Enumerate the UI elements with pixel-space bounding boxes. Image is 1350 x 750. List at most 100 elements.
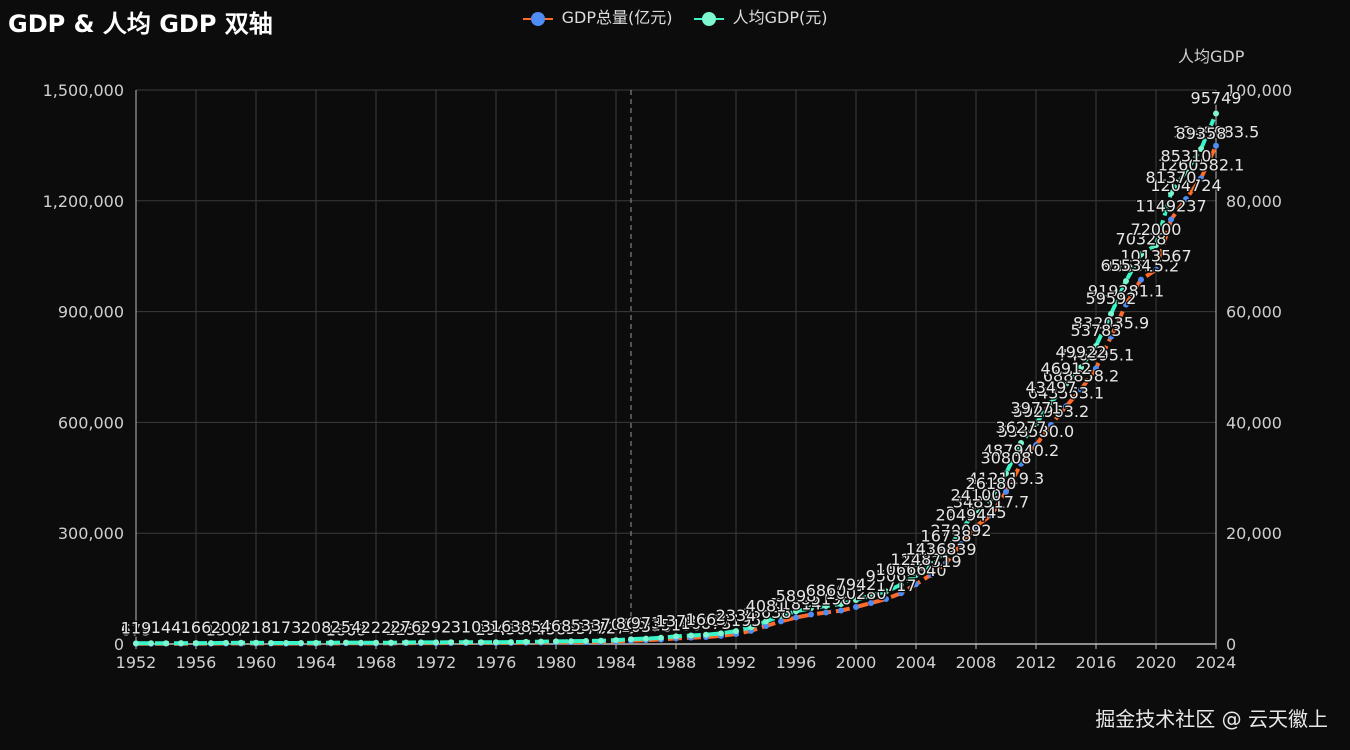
- y-left-tick-label: 1,500,000: [43, 81, 124, 100]
- data-point-per-capita: [238, 639, 244, 646]
- data-label-gdp: 27195: [711, 611, 762, 630]
- data-label-per-capita: 200: [211, 618, 242, 637]
- data-point-per-capita: [148, 640, 154, 647]
- data-label-per-capita: 166: [181, 618, 212, 637]
- legend-item-per-capita[interactable]: 人均GDP(元): [693, 4, 828, 28]
- data-label-per-capita: 702: [601, 615, 632, 634]
- data-label-gdp: 100280: [825, 584, 886, 603]
- data-point-gdp: [988, 512, 994, 519]
- data-label-gdp: 1149237: [1135, 197, 1206, 216]
- data-label-per-capita: 254: [331, 618, 362, 637]
- data-point-per-capita: [838, 600, 844, 607]
- data-label-gdp: 3679: [506, 620, 547, 639]
- data-point-per-capita: [703, 631, 709, 638]
- data-label-gdp: 5373: [566, 619, 607, 638]
- data-label-gdp: 7279: [596, 618, 637, 637]
- data-point-per-capita: [643, 635, 649, 642]
- data-point-gdp: [1048, 421, 1054, 428]
- data-point-per-capita: [388, 639, 394, 646]
- data-point-per-capita: [898, 581, 904, 588]
- data-point-per-capita: [883, 588, 889, 595]
- x-tick-label: 1980: [536, 653, 577, 672]
- data-label-gdp: 161840: [885, 561, 946, 580]
- data-label-per-capita: 59592: [1086, 289, 1137, 308]
- data-label-per-capita: 12487: [891, 550, 942, 569]
- legend-swatch-gdp: [522, 11, 553, 26]
- data-point-gdp: [778, 618, 784, 625]
- data-point-per-capita: [808, 605, 814, 612]
- x-tick-label: 2012: [1016, 653, 1057, 672]
- data-point-per-capita: [973, 507, 979, 514]
- data-label-gdp: 10376: [621, 617, 672, 636]
- data-point-gdp: [808, 611, 814, 618]
- data-point-per-capita: [733, 628, 739, 635]
- data-label-gdp: 348517.7: [953, 492, 1029, 511]
- data-point-gdp: [853, 603, 859, 610]
- data-point-per-capita: [718, 630, 724, 637]
- data-point-gdp: [868, 600, 874, 607]
- data-point-per-capita: [628, 636, 634, 643]
- data-point-per-capita: [1003, 470, 1009, 477]
- data-label-per-capita: 866: [616, 614, 647, 633]
- data-label-gdp: 2252: [386, 620, 427, 639]
- data-label-per-capita: 36277: [996, 418, 1047, 437]
- data-point-per-capita: [763, 618, 769, 625]
- data-point-per-capita: [748, 624, 754, 631]
- data-point-gdp: [943, 559, 949, 566]
- y-left-tick-label: 300,000: [58, 524, 124, 543]
- data-point-per-capita: [853, 597, 859, 604]
- data-label-per-capita: 222: [361, 618, 392, 637]
- data-label-gdp: 1260582.1: [1158, 155, 1245, 174]
- data-label-per-capita: 533: [571, 616, 602, 635]
- x-tick-label: 1964: [296, 653, 337, 672]
- data-label-per-capita: 310: [451, 617, 482, 636]
- data-point-per-capita: [1168, 190, 1174, 197]
- data-point-per-capita: [1183, 168, 1189, 175]
- data-label-per-capita: 20494: [936, 505, 987, 524]
- data-label-per-capita: 292: [421, 617, 452, 636]
- y-left-tick-label: 900,000: [58, 303, 124, 322]
- data-point-per-capita: [358, 639, 364, 646]
- data-point-per-capita: [448, 639, 454, 646]
- data-label-gdp: 832035.9: [1073, 314, 1149, 333]
- data-point-per-capita: [343, 639, 349, 646]
- data-label-per-capita: 4081: [746, 596, 787, 615]
- data-point-per-capita: [463, 639, 469, 646]
- data-label-per-capita: 119: [121, 618, 152, 637]
- data-label-per-capita: 53783: [1071, 321, 1122, 340]
- data-point-per-capita: [223, 639, 229, 646]
- x-tick-label: 1988: [656, 653, 697, 672]
- data-point-per-capita: [1063, 381, 1069, 388]
- data-label-gdp: 1204724: [1150, 176, 1221, 195]
- data-point-per-capita: [193, 640, 199, 647]
- y-right-tick-label: 40,000: [1226, 413, 1282, 432]
- data-label-gdp: 18873: [681, 614, 732, 633]
- chart-title: GDP & 人均 GDP 双轴: [8, 10, 273, 38]
- data-label-per-capita: 9506: [866, 566, 907, 585]
- data-label-per-capita: 26180: [966, 474, 1017, 493]
- data-point-gdp: [1183, 196, 1189, 203]
- data-point-gdp: [1003, 488, 1009, 495]
- watermark: 掘金技术社区 @ 云天徽上: [1095, 707, 1328, 731]
- data-point-per-capita: [1123, 277, 1129, 284]
- data-point-gdp: [958, 541, 964, 548]
- y-right-tick-label: 0: [1226, 635, 1236, 654]
- data-label-gdp: 219439: [915, 540, 976, 559]
- data-point-per-capita: [958, 527, 964, 534]
- y-right-tick-label: 20,000: [1226, 524, 1282, 543]
- x-tick-label: 1972: [416, 653, 457, 672]
- data-label-per-capita: 43497: [1026, 378, 1077, 397]
- data-label-gdp: 679: [121, 621, 152, 640]
- data-point-per-capita: [793, 608, 799, 615]
- legend-item-gdp[interactable]: GDP总量(亿元): [522, 4, 672, 28]
- data-point-per-capita: [478, 639, 484, 646]
- data-label-per-capita: 144: [151, 618, 182, 637]
- data-point-per-capita: [208, 640, 214, 647]
- data-label-gdp: 643563.1: [1028, 383, 1104, 402]
- data-label-gdp: 85196: [801, 590, 852, 609]
- data-label-per-capita: 468: [541, 616, 572, 635]
- data-point-per-capita: [1078, 364, 1084, 371]
- data-point-per-capita: [1093, 343, 1099, 350]
- data-point-per-capita: [673, 633, 679, 640]
- data-label-per-capita: 2334: [716, 606, 757, 625]
